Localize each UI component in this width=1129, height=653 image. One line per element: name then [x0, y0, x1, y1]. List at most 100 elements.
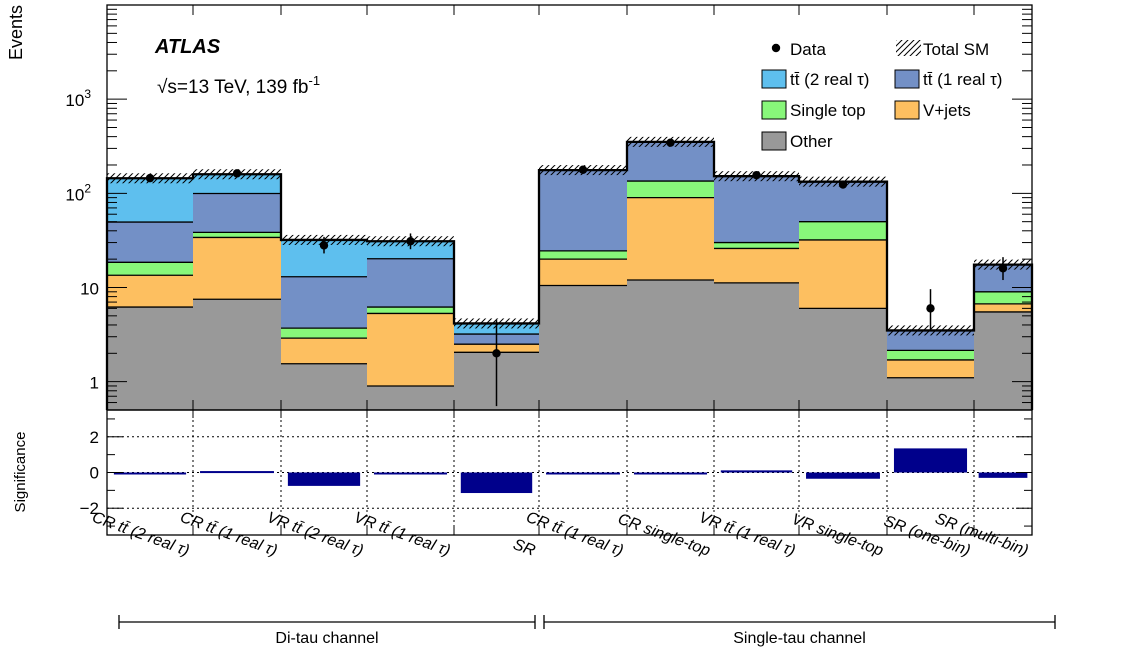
bar-tt_1real-0 — [107, 222, 193, 263]
data-point-1 — [232, 169, 242, 178]
y-tick-label-3: 103 — [65, 87, 91, 110]
data-point-7 — [752, 170, 761, 180]
bar-other-6 — [627, 280, 714, 410]
bar-vjets-8 — [799, 239, 887, 309]
legend-tt-2real-swatch — [761, 69, 787, 89]
significance-bars — [113, 448, 1028, 494]
bar-single_top-7 — [714, 242, 799, 249]
y-tick-label-text: 1 — [90, 374, 99, 393]
bar-vjets-0 — [107, 275, 193, 308]
bar-other-9 — [887, 377, 974, 410]
legend-tt-2real: tt̄ (2 real τ) — [761, 69, 869, 89]
data-point-5 — [578, 165, 588, 174]
bar-other-2 — [281, 363, 367, 410]
bar-tt_1real-1 — [193, 193, 281, 233]
channel-bracket-1 — [543, 615, 1056, 629]
bar-tt_1real-2 — [281, 276, 367, 329]
bar-single_top-1 — [193, 232, 281, 238]
bar-single_top-0 — [107, 262, 193, 276]
y-tick-label-sup: 3 — [84, 87, 91, 101]
bar-single_top-2 — [281, 328, 367, 339]
bar-vjets-5 — [539, 259, 627, 286]
legend-total-sm-label: Total SM — [923, 40, 989, 59]
significance-y-label: Significance — [12, 432, 29, 513]
data-point-2 — [319, 241, 329, 250]
bar-other-3 — [367, 385, 454, 410]
channel-label-0: Di-tau channel — [275, 630, 378, 647]
bar-tt_2real-0 — [107, 178, 193, 223]
legend-data-label: Data — [790, 40, 826, 59]
data-point-10 — [998, 264, 1008, 273]
significance-bar-6 — [633, 472, 708, 475]
y-tick-label-0: 1 — [90, 374, 99, 393]
legend-vjets-label: V+jets — [923, 101, 971, 120]
channel-brackets: Di-tau channel Single-tau channel — [118, 615, 1056, 647]
bar-tt_1real-7 — [714, 176, 799, 243]
energy-lumi-label: √s=13 TeV, 139 fb-1 — [157, 73, 320, 98]
significance-x-ticks — [192, 410, 975, 535]
legend-total-sm: Total SM — [896, 40, 989, 59]
y-tick-label-2: 102 — [65, 181, 91, 204]
sig-y-tick-label-2: −2 — [80, 499, 99, 518]
energy-lumi-text: √s=13 TeV, 139 fb — [157, 77, 308, 98]
significance-bar-1 — [200, 471, 274, 474]
legend: Data Total SM tt̄ (2 real τ) tt̄ (1 real… — [761, 40, 1002, 151]
y-tick-label-1: 10 — [80, 279, 99, 298]
legend-data: Data — [771, 40, 826, 59]
bar-single_top-10 — [974, 291, 1032, 304]
legend-tt-2real-label: tt̄ (2 real τ) — [790, 70, 869, 89]
bar-other-0 — [107, 307, 193, 410]
y-tick-label-text: 10 — [65, 91, 84, 110]
significance-bar-0 — [113, 472, 187, 475]
stacked-histogram — [107, 141, 1032, 410]
channel-bracket-0 — [118, 615, 536, 629]
significance-bar-7 — [720, 470, 793, 473]
bar-other-5 — [539, 285, 627, 410]
significance-bar-9 — [893, 448, 968, 473]
legend-total-sm-swatch — [896, 40, 921, 56]
bar-other-1 — [193, 299, 281, 410]
data-point-6 — [666, 138, 675, 147]
channel-label-1: Single-tau channel — [733, 630, 866, 647]
significance-bar-3 — [373, 472, 448, 475]
legend-vjets-swatch — [894, 100, 920, 120]
legend-other: Other — [761, 131, 833, 151]
bar-vjets-3 — [367, 313, 454, 386]
category-label-4: SR — [511, 536, 538, 560]
data-point-3 — [406, 237, 415, 246]
data-point-0 — [145, 173, 155, 183]
bar-other-8 — [799, 308, 887, 410]
bar-vjets-1 — [193, 237, 281, 300]
bar-tt_1real-6 — [627, 141, 714, 182]
legend-tt-1real-swatch — [894, 69, 920, 89]
bar-single_top-3 — [367, 307, 454, 314]
bar-vjets-10 — [974, 303, 1032, 312]
data-points — [145, 138, 1008, 407]
main-x-ticks — [192, 5, 975, 410]
main-y-label: Events — [6, 5, 26, 60]
significance-y-axis: 2 0 −2 — [80, 418, 1032, 527]
data-point-4 — [492, 349, 501, 358]
significance-bar-10 — [978, 472, 1028, 478]
energy-lumi-sup: -1 — [308, 73, 320, 88]
bar-single_top-8 — [799, 221, 887, 240]
significance-bar-8 — [806, 472, 880, 479]
legend-single-top: Single top — [761, 100, 866, 120]
bar-vjets-6 — [627, 197, 714, 281]
legend-other-swatch — [761, 131, 787, 151]
bar-tt_1real-5 — [539, 170, 627, 251]
y-tick-label-sup: 2 — [84, 181, 91, 195]
significance-panel: 2 0 −2 Significance — [12, 409, 1033, 536]
sig-y-tick-label-1: 0 — [90, 464, 99, 483]
atlas-label: ATLAS — [154, 36, 221, 58]
category-label-0: CR tt̄ (2 real τ) — [90, 509, 192, 560]
bar-vjets-7 — [714, 248, 799, 283]
bar-single_top-6 — [627, 181, 714, 198]
sig-y-tick-label-0: 2 — [90, 428, 99, 447]
significance-bar-2 — [287, 472, 361, 486]
bar-single_top-9 — [887, 350, 974, 360]
bar-tt_1real-3 — [367, 258, 454, 308]
